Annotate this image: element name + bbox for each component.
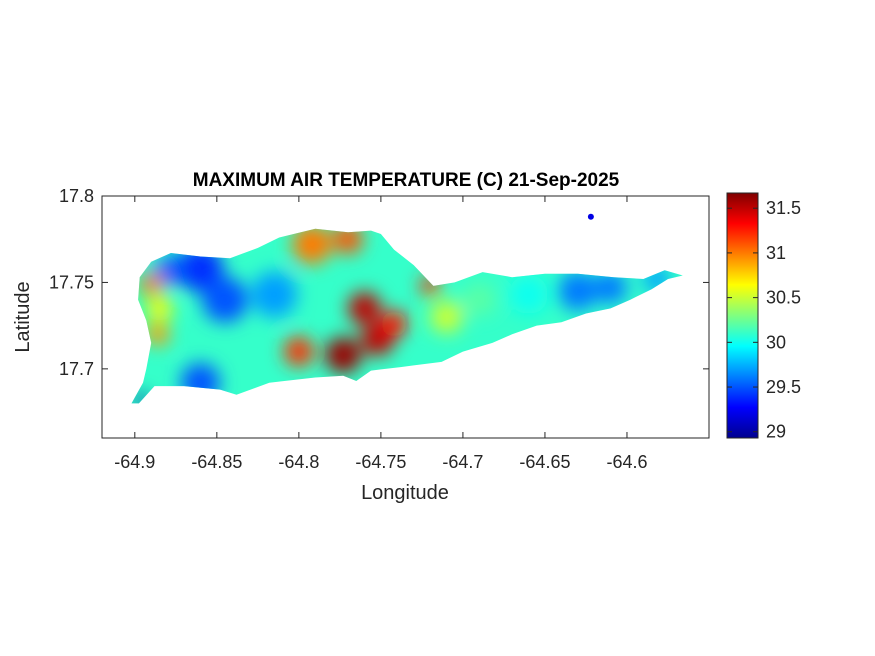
- temperature-feature-21: [134, 393, 148, 404]
- x-tick-label: -64.7: [442, 452, 483, 472]
- temperature-feature-20: [643, 265, 670, 293]
- temperature-feature-9: [333, 228, 363, 254]
- x-tick-label: -64.75: [355, 452, 406, 472]
- islet-dot: [587, 213, 594, 220]
- temperature-feature-5: [139, 272, 163, 296]
- x-axis-label: Longitude: [361, 482, 449, 504]
- temperature-feature-22: [146, 295, 173, 322]
- colorbar-tick-label: 30: [766, 332, 786, 352]
- axis-ticks: -64.9 -64.85 -64.8 -64.75 -64.7 -64.65 -64.6 17…: [49, 186, 709, 472]
- colorbar-ticks: 29 29.5 30 30.5 31 31.5: [727, 198, 801, 442]
- x-tick-label: -64.65: [519, 452, 570, 472]
- colorbar-tick-label: 31.5: [766, 198, 801, 218]
- y-tick-label: 17.75: [49, 272, 94, 292]
- plot-axes-box: [101, 195, 710, 439]
- x-tick-label: -64.9: [114, 452, 155, 472]
- temperature-feature-8: [292, 228, 332, 265]
- temperature-field: [131, 213, 683, 404]
- temperature-feature-15: [430, 300, 463, 334]
- colorbar-tick-label: 29.5: [766, 377, 801, 397]
- temperature-feature-3: [180, 362, 221, 403]
- temperature-feature-11: [348, 291, 381, 325]
- temperature-feature-17: [508, 274, 549, 315]
- colorbar-gradient: [726, 192, 759, 439]
- temperature-feature-19: [594, 271, 627, 305]
- y-axis-label: Latitude: [12, 281, 34, 352]
- x-tick-label: -64.8: [278, 452, 319, 472]
- temperature-feature-7: [284, 336, 314, 367]
- x-tick-label: -64.6: [606, 452, 647, 472]
- colorbar-tick-label: 29: [766, 422, 786, 442]
- temperature-feature-6: [146, 322, 170, 346]
- temperature-feature-13: [380, 310, 408, 338]
- temperature-feature-1: [156, 255, 186, 286]
- map-title: MAXIMUM AIR TEMPERATURE (C) 21-Sep-2025: [193, 170, 620, 191]
- temperature-feature-18: [558, 271, 598, 311]
- field-base: [131, 228, 683, 404]
- temperature-feature-4: [251, 271, 298, 318]
- temperature-feature-16: [462, 283, 496, 317]
- colorbar-tick-label: 31: [766, 243, 786, 263]
- y-tick-label: 17.8: [59, 186, 94, 206]
- temperature-feature-2: [202, 276, 249, 323]
- x-tick-label: -64.85: [191, 452, 242, 472]
- temperature-feature-10: [325, 336, 362, 374]
- colorbar-tick-label: 30.5: [766, 288, 801, 308]
- temperature-feature-14: [420, 276, 440, 296]
- y-tick-label: 17.7: [59, 359, 94, 379]
- colorbar: 29 29.5 30 30.5 31 31.5: [726, 192, 801, 442]
